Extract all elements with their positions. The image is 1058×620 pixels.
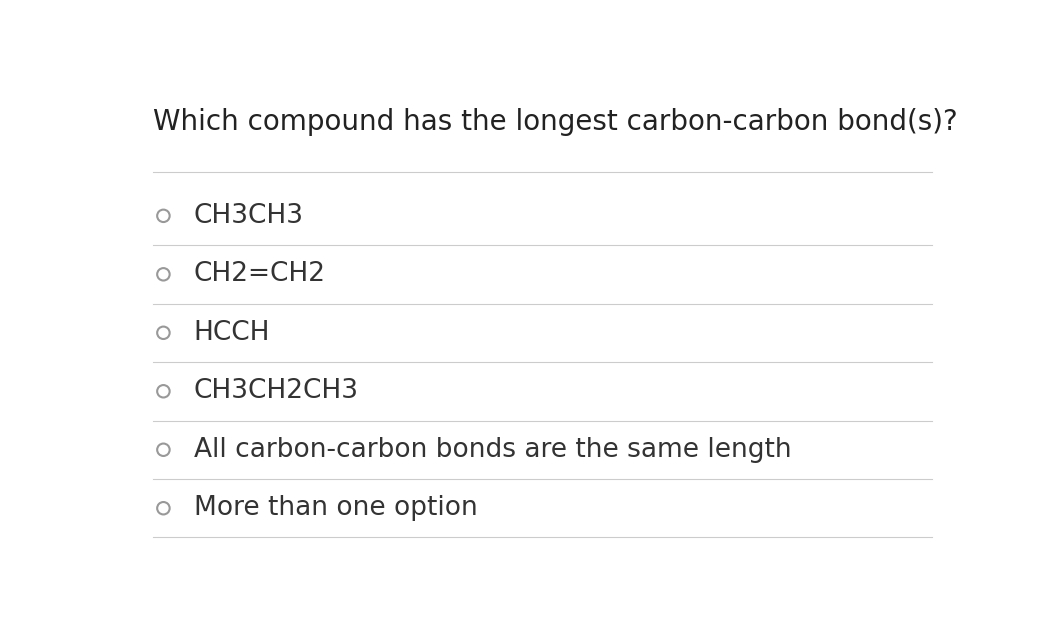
Text: CH3CH2CH3: CH3CH2CH3: [194, 378, 359, 404]
Text: All carbon-carbon bonds are the same length: All carbon-carbon bonds are the same len…: [194, 436, 791, 463]
Text: CH2=CH2: CH2=CH2: [194, 261, 326, 287]
Text: HCCH: HCCH: [194, 320, 270, 346]
Text: Which compound has the longest carbon-carbon bond(s)?: Which compound has the longest carbon-ca…: [152, 108, 957, 136]
Text: CH3CH3: CH3CH3: [194, 203, 304, 229]
Text: More than one option: More than one option: [194, 495, 477, 521]
